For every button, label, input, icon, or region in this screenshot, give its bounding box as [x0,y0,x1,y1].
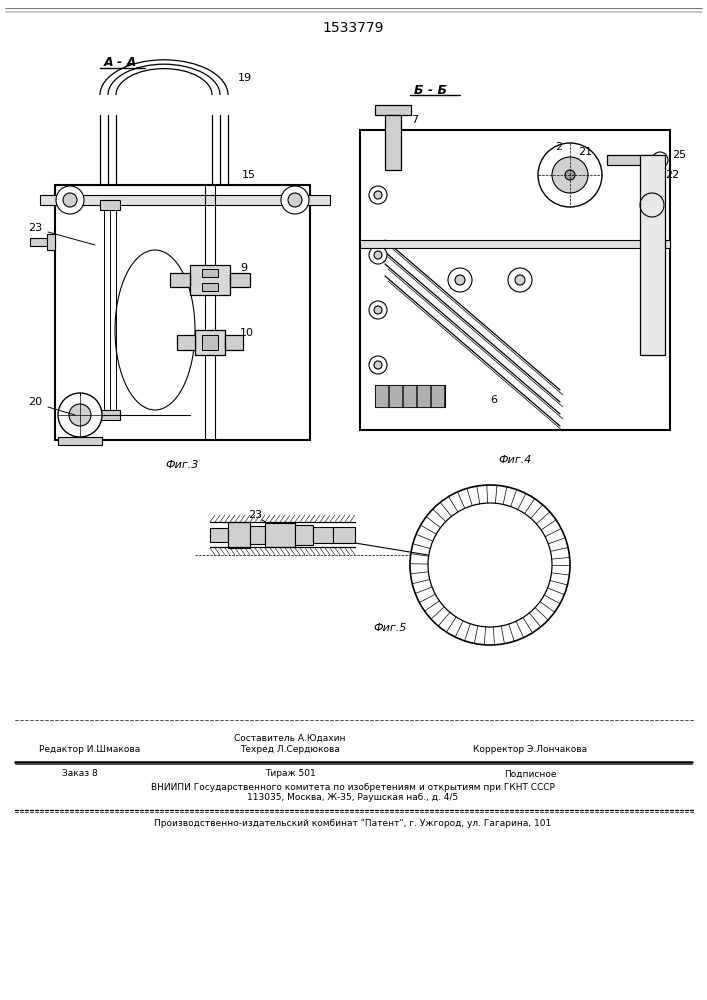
Circle shape [448,268,472,292]
Text: 7: 7 [411,115,418,125]
Circle shape [508,268,532,292]
Bar [228,522,250,548]
Circle shape [69,404,91,426]
Text: A - A: A - A [103,56,136,70]
Text: Подписное: Подписное [504,770,556,778]
Text: ВНИИПИ Государственного комитета по изобретениям и открытиям при ГКНТ СССР: ВНИИПИ Государственного комитета по изоб… [151,782,555,792]
Circle shape [538,143,602,207]
Text: 19: 19 [238,73,252,83]
Bar [202,269,218,277]
Circle shape [428,503,552,627]
Circle shape [565,170,575,180]
Circle shape [369,186,387,204]
Bar [360,240,670,248]
Bar [58,437,102,445]
Text: 9: 9 [240,263,247,273]
Bar [333,527,355,543]
Text: 22: 22 [665,170,679,180]
Bar [100,200,120,210]
Bar [417,385,430,407]
Bar [230,273,250,287]
Bar [431,385,444,407]
Text: Корректор Э.Лончакова: Корректор Э.Лончакова [473,746,587,754]
Circle shape [369,246,387,264]
Text: 21: 21 [578,147,592,157]
Circle shape [374,191,382,199]
Bar [403,385,416,407]
Text: 10: 10 [240,328,254,338]
Circle shape [58,393,102,437]
Text: 2: 2 [555,142,562,152]
Circle shape [56,186,84,214]
Circle shape [455,275,465,285]
Bar [47,234,55,250]
Text: 6: 6 [490,395,497,405]
Text: 113035, Москва, Ж-35, Раушская наб., д. 4/5: 113035, Москва, Ж-35, Раушская наб., д. … [247,794,459,802]
Bar [202,335,218,350]
Bar [30,238,55,246]
Circle shape [281,186,309,214]
Text: Фиг.3: Фиг.3 [165,460,199,470]
Circle shape [369,301,387,319]
Text: 23: 23 [248,510,262,520]
Circle shape [63,193,77,207]
Bar [360,130,670,430]
Text: Фиг.5: Фиг.5 [373,623,407,633]
Text: 1533779: 1533779 [322,21,384,35]
Circle shape [369,356,387,374]
Circle shape [288,193,302,207]
Bar [265,523,295,547]
Bar [375,385,388,407]
Bar [375,385,445,407]
Bar [202,283,218,291]
Bar [640,155,665,355]
Text: Техред Л.Сердюкова: Техред Л.Сердюкова [240,746,340,754]
Bar [313,527,333,543]
Text: 15: 15 [242,170,256,180]
Bar [375,105,411,115]
Bar [225,335,243,350]
Bar [389,385,402,407]
Text: Б - Б: Б - Б [414,84,447,97]
Text: Производственно-издательский комбинат "Патент", г. Ужгород, ул. Гагарина, 101: Производственно-издательский комбинат "П… [154,818,551,828]
Text: 25: 25 [672,150,686,160]
Circle shape [515,275,525,285]
Bar [210,528,228,542]
Circle shape [552,157,588,193]
Text: Фиг.4: Фиг.4 [498,455,532,465]
Circle shape [374,306,382,314]
Bar [250,526,265,544]
Bar [177,335,195,350]
Text: Тираж 501: Тираж 501 [264,770,315,778]
Bar [195,330,225,355]
Bar [55,185,310,440]
Text: 20: 20 [28,397,42,407]
Circle shape [410,485,570,645]
Bar [385,115,401,170]
Circle shape [374,361,382,369]
Circle shape [374,251,382,259]
Bar [607,155,660,165]
Bar [295,525,313,545]
Bar [40,195,330,205]
Text: 23: 23 [28,223,42,233]
Bar [170,273,190,287]
Bar [190,265,230,295]
Text: Составитель А.Юдахин: Составитель А.Юдахин [234,734,346,742]
Text: Заказ 8: Заказ 8 [62,770,98,778]
Bar [100,410,120,420]
Text: Редактор И.Шмакова: Редактор И.Шмакова [40,746,141,754]
